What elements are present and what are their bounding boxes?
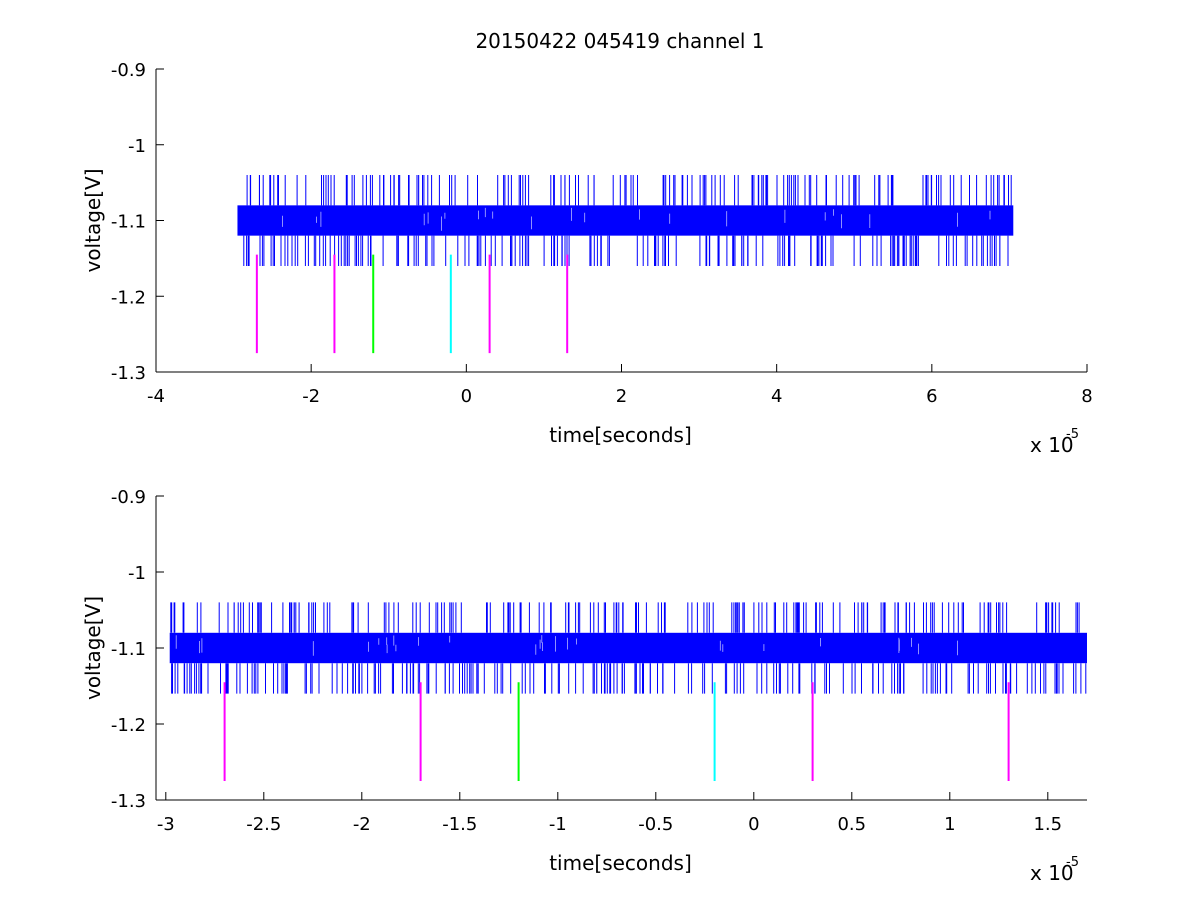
x-exponent-value: -5 (1066, 427, 1079, 442)
x-tick-label: -1 (549, 814, 567, 835)
y-tick-label: -1.1 (111, 212, 146, 233)
y-tick-label: -1.2 (111, 287, 146, 308)
y-tick-label: -1.3 (111, 363, 146, 384)
y-axis-label: voltage[V] (81, 168, 105, 272)
x-tick-label: -2 (302, 386, 320, 407)
series-0 (169, 602, 1088, 694)
y-tick-label: -1 (128, 563, 146, 584)
series-0 (237, 175, 1014, 266)
x-tick-label: -0.5 (638, 814, 673, 835)
x-tick-label: 6 (926, 386, 937, 407)
x-tick-label: -3 (157, 814, 175, 835)
figure-title: 20150422 045419 channel 1 (475, 29, 764, 53)
x-tick-label: -4 (147, 386, 165, 407)
x-exponent-label: x 10 (1030, 433, 1074, 457)
x-tick-label: 0.5 (837, 814, 866, 835)
y-tick-label: -1.2 (111, 715, 146, 736)
x-tick-label: -2.5 (246, 814, 281, 835)
signal-texture (175, 635, 958, 656)
signal-spikes (170, 602, 1087, 694)
y-tick-label: -0.9 (111, 60, 146, 81)
x-exponent-value: -5 (1066, 855, 1079, 870)
y-tick-label: -1.1 (111, 639, 146, 660)
x-tick-label: 4 (771, 386, 782, 407)
x-tick-label: 0 (461, 386, 472, 407)
x-axis-label: time[seconds] (549, 423, 692, 447)
x-exponent-label: x 10 (1030, 861, 1074, 885)
y-tick-label: -0.9 (111, 487, 146, 508)
signal-texture (282, 207, 991, 231)
signal-band (169, 632, 1088, 664)
x-tick-label: -1.5 (442, 814, 477, 835)
y-tick-label: -1.3 (111, 791, 146, 812)
y-tick-label: -1 (128, 136, 146, 157)
y-axis-label: voltage[V] (81, 596, 105, 700)
x-tick-label: 8 (1081, 386, 1092, 407)
x-axis-label: time[seconds] (549, 851, 692, 875)
signal-spikes (243, 175, 1012, 266)
top-subplot: -1.3 -1.2 -1.1 -1 -0.9 -4 -2 0 2 4 6 8 time[seconds]… (81, 60, 1093, 457)
x-tick-label: 1 (944, 814, 955, 835)
x-tick-label: 0 (748, 814, 759, 835)
x-tick-label: 1.5 (1033, 814, 1062, 835)
signal-band (237, 205, 1014, 236)
x-tick-label: 2 (616, 386, 627, 407)
x-tick-label: -2 (353, 814, 371, 835)
bottom-subplot: -1.3 -1.2 -1.1 -1 -0.9 -3 -2.5 -2 -1.5 -1 -0.5 0 0.5… (81, 487, 1088, 885)
